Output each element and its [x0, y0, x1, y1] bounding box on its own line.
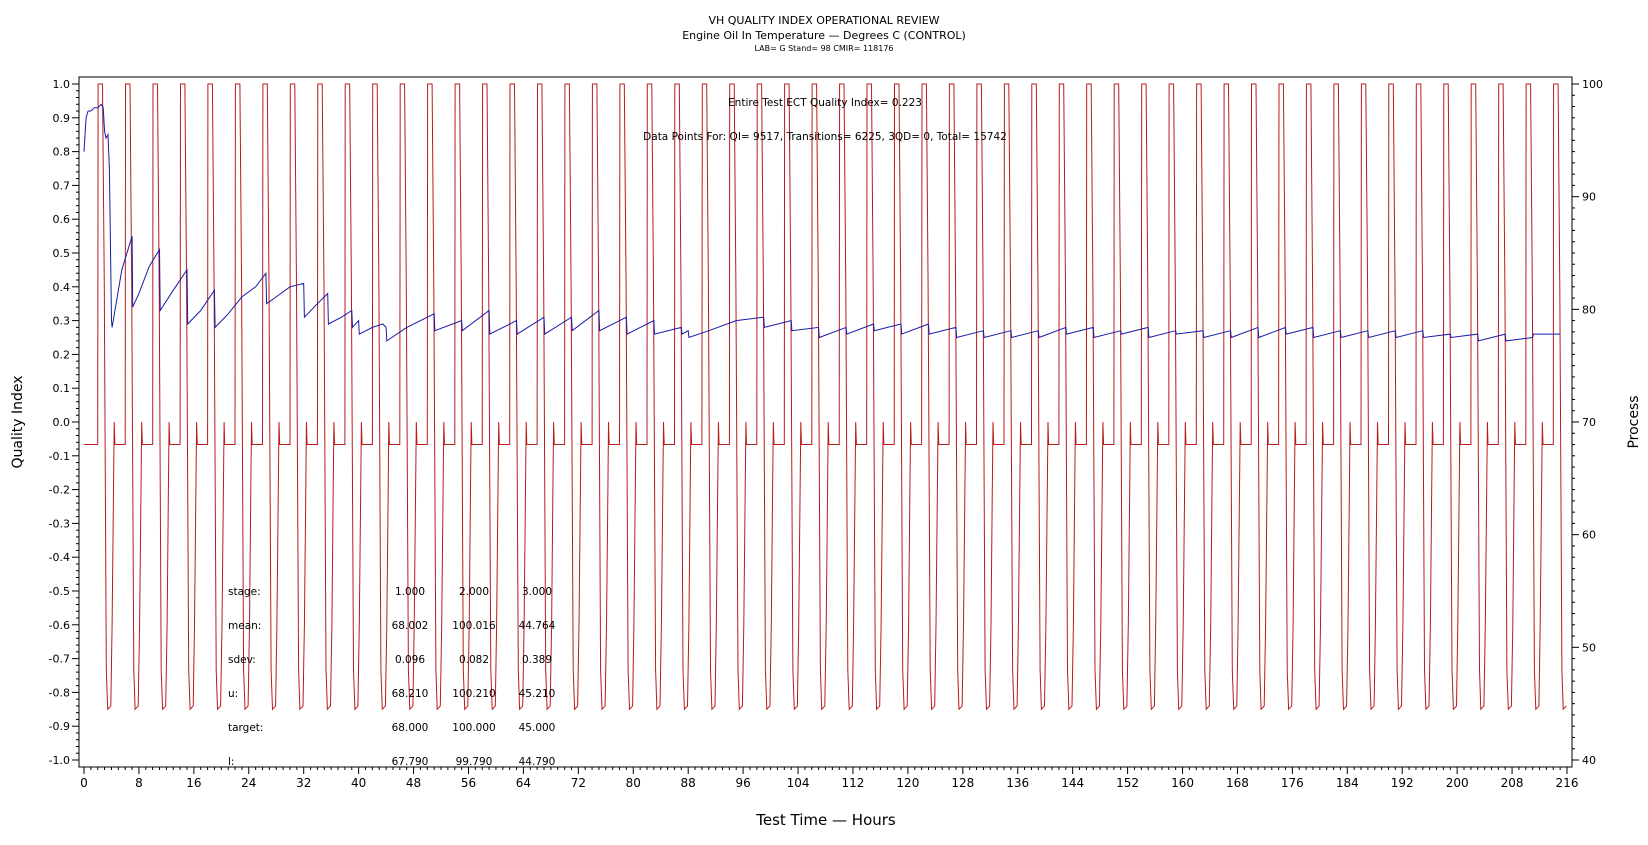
y2-tick-label: 40: [1582, 754, 1596, 767]
stats-cell: 44.790: [519, 756, 556, 768]
chart-title: VH QUALITY INDEX OPERATIONAL REVIEW: [708, 14, 940, 27]
y-tick-label: 0.8: [53, 146, 71, 159]
stats-row-label: u:: [228, 688, 238, 700]
stats-cell: 68.000: [392, 722, 429, 734]
x-tick-label: 128: [951, 776, 974, 790]
x-tick-label: 208: [1501, 776, 1524, 790]
x-tick-label: 0: [80, 776, 88, 790]
stats-cell: 0.096: [395, 654, 425, 666]
x-tick-label: 88: [681, 776, 696, 790]
stats-cell: 0.389: [522, 654, 552, 666]
y2-axis-label: Process: [1626, 395, 1642, 448]
y-tick-label: 0.0: [53, 416, 71, 429]
x-tick-label: 152: [1116, 776, 1139, 790]
stats-row-label: target:: [228, 722, 263, 734]
y2-tick-label: 100: [1582, 78, 1603, 91]
y-tick-label: 0.4: [53, 281, 71, 294]
series-layer: [83, 83, 1567, 711]
x-tick-label: 72: [571, 776, 586, 790]
y-tick-label: -0.9: [49, 720, 70, 733]
x-tick-label: 144: [1061, 776, 1084, 790]
stats-row-label: stage:: [228, 586, 261, 598]
y-tick-label: -0.8: [49, 686, 70, 699]
stats-cell: 68.002: [392, 620, 429, 632]
stats-cell: 0.082: [459, 654, 489, 666]
x-tick-label: 168: [1226, 776, 1249, 790]
x-tick-label: 104: [787, 776, 810, 790]
stats-cell: 2.000: [459, 586, 489, 598]
stats-cell: 3.000: [522, 586, 552, 598]
y-tick-label: 0.6: [53, 213, 71, 226]
y-tick-label: 0.5: [53, 247, 71, 260]
stats-cell: 45.210: [519, 688, 556, 700]
quality-index-line: [83, 103, 1561, 342]
x-tick-label: 16: [186, 776, 201, 790]
y-tick-label: -0.6: [49, 619, 70, 632]
y-axis-label: Quality Index: [10, 375, 26, 468]
x-tick-label: 184: [1336, 776, 1359, 790]
y-tick-label: -0.7: [49, 653, 70, 666]
y-tick-label: 0.7: [53, 179, 71, 192]
x-tick-label: 200: [1446, 776, 1469, 790]
stats-row-label: mean:: [228, 620, 261, 632]
x-tick-label: 216: [1556, 776, 1579, 790]
y2-tick-label: 80: [1582, 303, 1596, 316]
x-tick-label: 40: [351, 776, 366, 790]
y-tick-label: 0.2: [53, 348, 71, 361]
x-tick-label: 176: [1281, 776, 1304, 790]
y-tick-label: -0.1: [49, 450, 70, 463]
stats-cell: 45.000: [519, 722, 556, 734]
stats-cell: 44.764: [519, 620, 556, 632]
stats-cell: 100.210: [452, 688, 495, 700]
y-tick-label: 0.3: [53, 315, 71, 328]
y-tick-label: 1.0: [53, 78, 71, 91]
stats-cell: 99.790: [456, 756, 493, 768]
chart-subtitle-2: LAB= G Stand= 98 CMIR= 118176: [754, 44, 894, 53]
x-tick-label: 8: [135, 776, 143, 790]
y-tick-label: 0.1: [53, 382, 71, 395]
x-tick-label: 32: [296, 776, 311, 790]
x-tick-label: 80: [626, 776, 641, 790]
x-tick-label: 112: [842, 776, 865, 790]
process-temperature-line: [84, 83, 1567, 711]
stats-cell: 67.790: [392, 756, 429, 768]
x-tick-label: 56: [461, 776, 476, 790]
stats-cell: 100.000: [452, 722, 495, 734]
stats-cell: 100.016: [452, 620, 496, 632]
quality-index-annotation: Entire Test ECT Quality Index= 0.223: [728, 97, 922, 109]
x-tick-label: 120: [896, 776, 919, 790]
tick-layer: [72, 83, 1579, 774]
y-tick-label: -0.2: [49, 484, 70, 497]
y-tick-label: -0.5: [49, 585, 70, 598]
stats-cell: 68.210: [392, 688, 429, 700]
x-axis-label: Test Time — Hours: [755, 811, 896, 829]
y2-tick-label: 50: [1582, 641, 1596, 654]
stats-row-label: sdev:: [228, 654, 256, 666]
y-tick-label: -0.3: [49, 517, 70, 530]
chart-subtitle: Engine Oil In Temperature — Degrees C (C…: [682, 29, 966, 42]
x-tick-label: 24: [241, 776, 256, 790]
y2-tick-label: 70: [1582, 416, 1596, 429]
data-points-annotation: Data Points For: QI= 9517, Transitions= …: [643, 131, 1007, 143]
x-tick-label: 136: [1006, 776, 1029, 790]
y-tick-label: 0.9: [53, 112, 71, 125]
y-tick-label: -0.4: [49, 551, 70, 564]
y2-tick-label: 60: [1582, 529, 1596, 542]
stats-row-label: l:: [228, 756, 234, 768]
stats-cell: 1.000: [395, 586, 425, 598]
x-tick-label: 64: [516, 776, 531, 790]
y2-tick-label: 90: [1582, 191, 1596, 204]
x-tick-label: 160: [1171, 776, 1194, 790]
label-layer: 0 8 16 24 32 40 48 56 64 72 80 88 96 104 112 120 128 136 1…: [49, 78, 1603, 790]
y-tick-label: -1.0: [49, 754, 70, 767]
x-tick-label: 96: [735, 776, 750, 790]
x-tick-label: 48: [406, 776, 421, 790]
x-tick-label: 192: [1391, 776, 1414, 790]
